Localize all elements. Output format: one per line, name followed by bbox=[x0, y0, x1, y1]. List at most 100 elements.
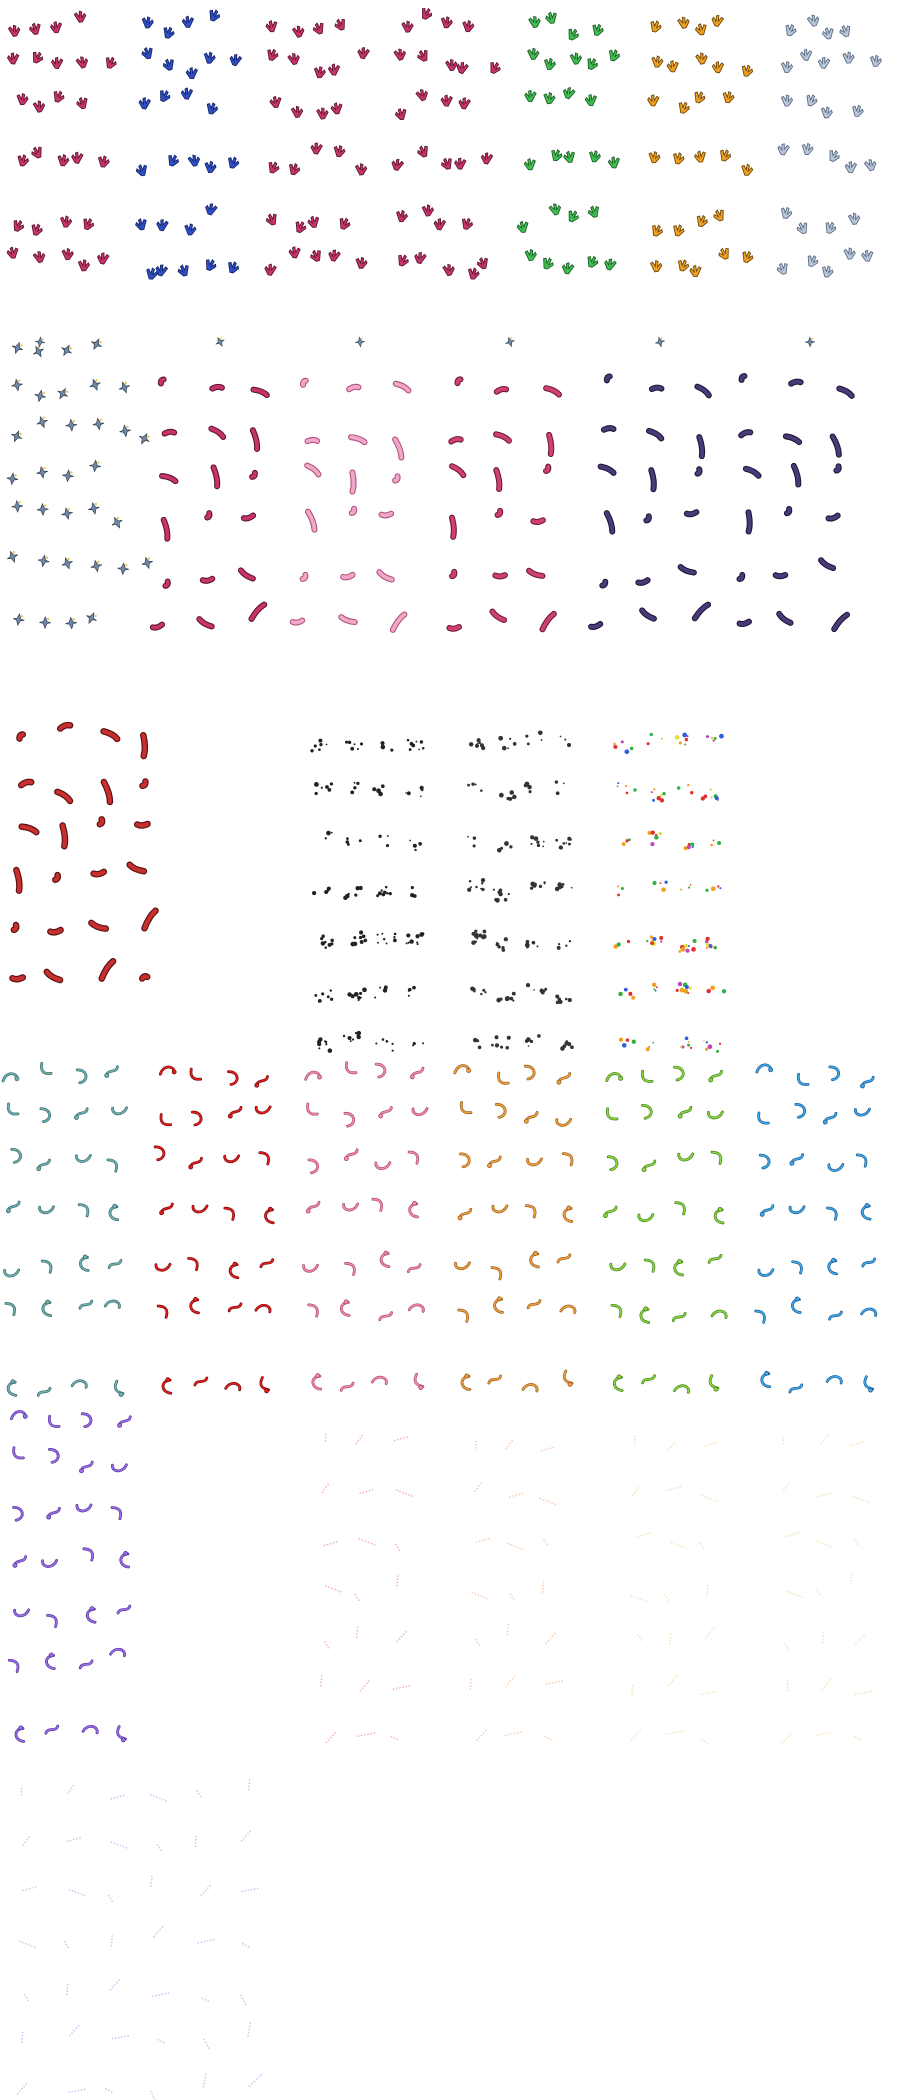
sparkle-shape bbox=[61, 557, 73, 570]
trail-dot bbox=[111, 2037, 114, 2040]
wing-shape bbox=[678, 259, 690, 272]
swirl-tip bbox=[159, 1210, 165, 1216]
sparkle-glint bbox=[361, 337, 363, 340]
trail-dot bbox=[240, 1994, 243, 1997]
particle-dot bbox=[562, 1044, 567, 1049]
swirl-stroke bbox=[260, 1258, 274, 1268]
swirl-stroke bbox=[828, 1163, 844, 1172]
trail-dot bbox=[552, 1446, 555, 1449]
swirl-sprite bbox=[82, 1547, 95, 1562]
trail-dot bbox=[247, 2034, 250, 2037]
particle-dot bbox=[504, 996, 510, 1002]
dot-trail-sprite bbox=[325, 1731, 336, 1744]
trail-dot bbox=[667, 1489, 669, 1492]
trail-dot bbox=[22, 1843, 25, 1846]
wing-shape bbox=[6, 246, 19, 259]
trail-dot bbox=[786, 1682, 789, 1685]
tentacle-sprite bbox=[249, 469, 258, 480]
trail-dot bbox=[404, 1630, 407, 1633]
trail-dot bbox=[248, 1785, 250, 1788]
wing-shape bbox=[312, 22, 324, 35]
wing-shape bbox=[551, 149, 563, 162]
tentacle-sprite bbox=[448, 436, 464, 445]
wing-sprite bbox=[821, 265, 834, 278]
swirl-tip bbox=[768, 1067, 774, 1073]
swirl-sprite bbox=[523, 1064, 536, 1081]
tentacle-body bbox=[393, 381, 411, 393]
trail-dot bbox=[789, 1733, 792, 1735]
trail-dot bbox=[336, 1589, 339, 1592]
trail-dot bbox=[241, 1997, 244, 2000]
trail-dot bbox=[827, 1731, 830, 1734]
swirl-stroke bbox=[154, 1146, 165, 1161]
trail-dot bbox=[699, 1542, 702, 1545]
trail-dot bbox=[213, 1938, 215, 1941]
swirl-sprite bbox=[264, 1206, 275, 1225]
particle-dot bbox=[470, 986, 475, 991]
tentacle-body bbox=[161, 517, 170, 541]
trail-dot bbox=[546, 1543, 549, 1546]
wing-sprite bbox=[695, 52, 708, 65]
swirl-stroke bbox=[83, 1548, 94, 1561]
wing-sprite bbox=[313, 66, 326, 79]
wing-sprite bbox=[863, 159, 877, 172]
trail-dot bbox=[160, 1849, 162, 1852]
swirl-sprite bbox=[161, 1377, 173, 1395]
trail-dot bbox=[673, 1441, 676, 1443]
tentacle-sprite bbox=[449, 463, 467, 479]
wing-sprite-section bbox=[6, 7, 882, 280]
wing-sprite bbox=[177, 264, 189, 277]
trail-dot bbox=[782, 1489, 785, 1492]
particle-dot bbox=[570, 1045, 574, 1050]
swirl-tip bbox=[412, 1200, 417, 1206]
trail-dot bbox=[113, 1984, 116, 1986]
wing-sprite bbox=[229, 54, 243, 67]
tentacle-body bbox=[300, 572, 308, 581]
particle-sprite bbox=[530, 835, 545, 848]
sparkle-sprite bbox=[7, 550, 19, 563]
trail-dot bbox=[367, 1541, 370, 1544]
particle-dot bbox=[555, 791, 560, 796]
trail-dot bbox=[240, 1839, 243, 1842]
trail-dot bbox=[63, 1940, 66, 1943]
trail-dot bbox=[371, 1488, 374, 1491]
wing-sprite bbox=[357, 46, 370, 60]
swirl-sprite bbox=[861, 1257, 877, 1268]
wing-shape bbox=[391, 158, 405, 172]
particle-dot bbox=[542, 840, 545, 843]
dot-trail-sprite bbox=[670, 1541, 687, 1550]
trail-dot bbox=[330, 1587, 333, 1590]
trail-dot bbox=[154, 1994, 157, 1997]
particle-dot bbox=[688, 986, 692, 990]
dot-trail-sprite bbox=[630, 1684, 634, 1696]
tentacle-body bbox=[205, 511, 212, 520]
trail-dot bbox=[706, 1444, 709, 1447]
dot-trail-sprite bbox=[539, 1497, 556, 1506]
particle-dot bbox=[543, 882, 546, 885]
trail-dot bbox=[481, 1539, 484, 1542]
swirl-stroke bbox=[408, 1151, 419, 1165]
particle-dot bbox=[484, 991, 487, 994]
dot-trail-sprite bbox=[248, 2074, 263, 2087]
swirl-sprite bbox=[111, 1106, 128, 1116]
dot-trail-sprite bbox=[359, 1680, 370, 1692]
trail-dot bbox=[194, 1842, 197, 1844]
particle-sprite bbox=[491, 1035, 511, 1050]
wing-sprite bbox=[287, 52, 300, 66]
swirl-sprite bbox=[190, 1110, 203, 1127]
wing-shape bbox=[355, 256, 368, 269]
trail-dot bbox=[319, 1684, 322, 1687]
swirl-sprite bbox=[860, 1307, 878, 1317]
wing-sprite bbox=[718, 247, 729, 260]
trail-dot bbox=[356, 1629, 359, 1632]
trail-dot bbox=[787, 1679, 789, 1682]
swirl-tip bbox=[822, 1119, 828, 1125]
swirl-sprite bbox=[863, 1375, 875, 1393]
wing-shape bbox=[780, 60, 794, 74]
wing-sprite bbox=[205, 203, 218, 216]
trail-dot bbox=[207, 2047, 210, 2049]
swirl-tip bbox=[82, 1254, 88, 1260]
trail-dot bbox=[320, 1678, 323, 1681]
trail-dot bbox=[209, 1939, 212, 1942]
wing-sprite bbox=[57, 154, 70, 167]
